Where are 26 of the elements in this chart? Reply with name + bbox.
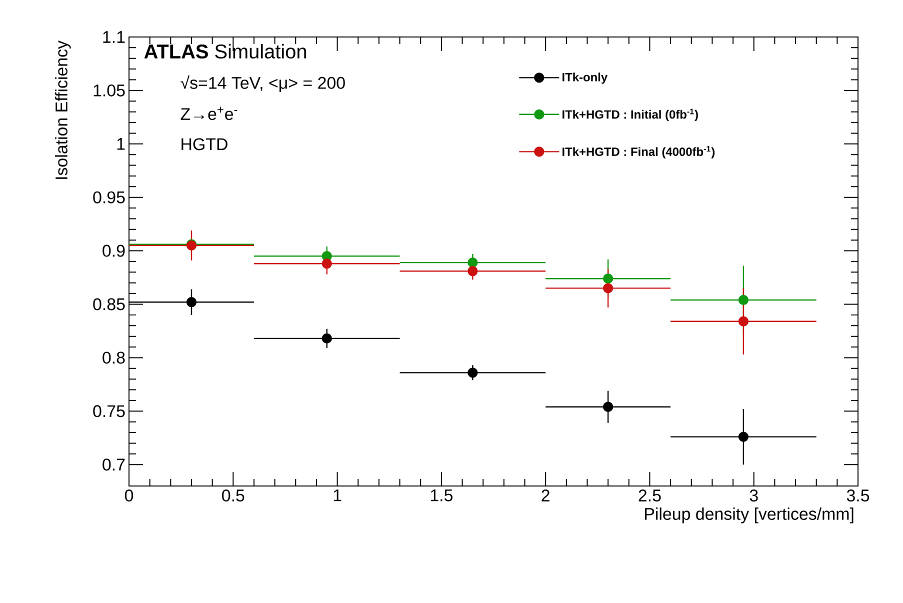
y-tick-label: 0.85 <box>93 298 125 310</box>
y-tick-label: 0.9 <box>102 244 125 257</box>
y-tick-label: 1.05 <box>94 84 125 96</box>
x-tick-label: 0.5 <box>222 490 244 502</box>
x-tick-label: 3.5 <box>846 490 870 502</box>
x-tick-label: 1.5 <box>430 490 452 502</box>
annotation: √s=14 TeV, <μ> = 200 <box>180 75 345 92</box>
x-tick-label: 2.5 <box>638 490 661 502</box>
y-axis-title: Isolation Efficiency <box>55 40 71 179</box>
y-tick-label: 1.1 <box>103 31 125 43</box>
annotation: ATLAS Simulation <box>144 44 306 59</box>
annotation: HGTD <box>182 138 228 150</box>
y-tick-label: 0.8 <box>102 352 125 364</box>
legend-label: ITk+HGTD : Final (4000fb$^{-1}$) <box>562 146 715 158</box>
x-tick-label: 3 <box>750 490 758 502</box>
y-tick-label: 0.75 <box>93 405 125 418</box>
x-tick-label: 2 <box>542 490 550 502</box>
x-tick-label: 1 <box>334 490 342 502</box>
y-tick-label: 0.7 <box>102 458 125 471</box>
annotation: Z→e$^{+}$e$^{-}$ <box>180 106 238 120</box>
x-axis-title: Pileup density [vertices/mm] <box>645 508 854 524</box>
y-tick-label: 0.95 <box>93 191 125 204</box>
x-tick-label: 0 <box>124 490 134 502</box>
legend-label: ITk-only <box>562 72 608 84</box>
legend-label: ITk+HGTD : Initial (0fb$^{-1}$) <box>562 108 698 122</box>
y-tick-label: 1 <box>117 138 125 150</box>
